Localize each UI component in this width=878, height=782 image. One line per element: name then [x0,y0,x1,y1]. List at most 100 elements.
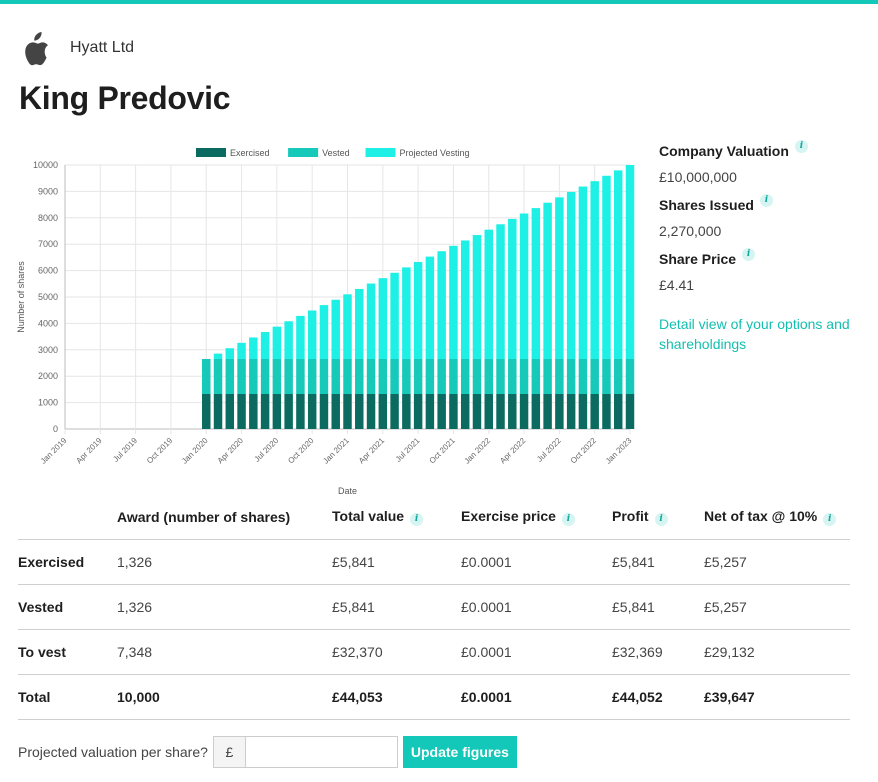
bar-segment [602,358,611,394]
x-tick-label: Apr 2019 [74,436,104,466]
bar-segment [366,393,376,429]
bar-segment [331,393,340,429]
x-tick-label: Oct 2019 [145,436,175,466]
bar-segment [272,358,282,394]
shares-issued-value: 2,270,000 [659,223,722,239]
bar-segment [307,393,317,429]
bar-segment [519,393,529,429]
bar-segment [449,358,458,394]
bar-segment [366,283,376,359]
info-icon[interactable]: i [823,512,837,526]
bar-segment [237,393,246,429]
bar-segment [555,197,564,359]
table-cell: £44,053 [332,674,461,720]
x-tick-label: Oct 2021 [428,436,458,466]
bar-segment [531,208,541,359]
bar-segment [425,393,435,429]
bar-segment [331,299,340,359]
bar-segment [555,393,564,429]
column-header [18,495,117,540]
x-tick-label: Jan 2020 [180,436,210,466]
bar-segment [625,165,635,359]
company-header: Hyatt Ltd [20,28,134,68]
column-header: Net of tax @ 10% i [704,495,850,540]
bar-segment [578,393,588,429]
bar-segment [390,358,399,394]
bar-segment [260,358,270,394]
info-icon[interactable]: i [410,512,424,526]
bar-segment [225,393,235,429]
bar-segment [355,393,364,429]
y-tick-label: 2000 [38,371,58,381]
currency-addon: £ [212,736,245,768]
table-cell: £0.0001 [461,629,612,675]
table-cell: £5,257 [704,539,850,585]
bar-segment [413,393,423,429]
projected-valuation-input[interactable] [244,736,398,768]
bar-segment [425,256,435,359]
bar-segment [296,315,305,359]
bar-segment [402,267,411,359]
x-tick-label: Jan 2021 [321,436,351,466]
table-row: To vest 7,348 £32,370 £0.0001 £32,369 £29,132 [18,629,850,675]
bar-segment [413,261,423,359]
table-cell: 7,348 [117,629,332,675]
bar-segment [260,332,270,359]
info-icon[interactable]: i [654,512,668,526]
info-icon[interactable]: i [742,247,756,261]
bar-segment [343,294,352,359]
detail-view-link[interactable]: Detail view of your options and sharehol… [659,316,850,352]
table-cell: £32,369 [612,629,704,675]
info-icon[interactable]: i [561,512,575,526]
bar-segment [566,191,576,359]
page-title: King Predovic [19,80,231,116]
bar-segment [472,358,482,394]
bar-segment [249,358,258,394]
x-tick-label: Jul 2021 [394,436,422,464]
table-cell: £5,841 [612,584,704,630]
info-icon[interactable]: i [759,193,773,207]
bar-segment [284,393,293,429]
legend-label: Projected Vesting [400,148,470,158]
info-icon[interactable]: i [794,139,808,153]
x-tick-label: Jan 2019 [39,436,69,466]
bar-segment [578,186,588,359]
legend-swatch [288,148,319,157]
row-label: Exercised [18,539,117,585]
bar-segment [460,240,470,359]
projected-valuation-label: Projected valuation per share? [18,744,208,760]
bar-segment [249,337,258,359]
bar-segment [496,358,505,394]
bar-segment [437,251,446,359]
row-label: To vest [18,629,117,675]
bar-segment [566,393,576,429]
y-tick-label: 10000 [33,160,58,170]
column-header: Award (number of shares) [117,495,332,540]
bar-segment [213,393,223,429]
bar-segment [602,175,611,359]
x-axis-title: Date [338,486,357,496]
awards-table: Award (number of shares) Total value i Exer… [18,495,850,720]
bar-segment [343,358,352,394]
table-row: Exercised 1,326 £5,841 £0.0001 £5,841 £5,257 [18,539,850,585]
bar-segment [378,278,388,359]
bar-segment [472,235,482,359]
bar-segment [590,358,599,394]
bar-segment [319,305,329,359]
legend-label: Exercised [230,148,270,158]
bar-segment [437,393,446,429]
y-tick-label: 8000 [38,213,58,223]
table-cell: £29,132 [704,629,850,675]
bar-segment [566,358,576,394]
bar-segment [213,358,223,394]
shares-issued-label: Shares Issued i [659,193,869,216]
table-cell: £0.0001 [461,674,612,720]
bar-segment [484,393,493,429]
bar-segment [355,288,364,359]
update-figures-button[interactable]: Update figures [402,736,517,768]
bar-segment [437,358,446,394]
bar-segment [319,393,329,429]
bar-segment [366,358,376,394]
bar-segment [460,393,470,429]
bar-segment [531,358,541,394]
